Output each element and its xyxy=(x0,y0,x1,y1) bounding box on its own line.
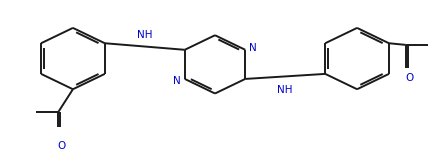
Text: NH: NH xyxy=(137,30,153,40)
Text: N: N xyxy=(173,76,181,86)
Text: O: O xyxy=(58,141,66,151)
Text: NH: NH xyxy=(277,85,293,95)
Text: N: N xyxy=(249,43,257,53)
Text: O: O xyxy=(405,73,414,83)
